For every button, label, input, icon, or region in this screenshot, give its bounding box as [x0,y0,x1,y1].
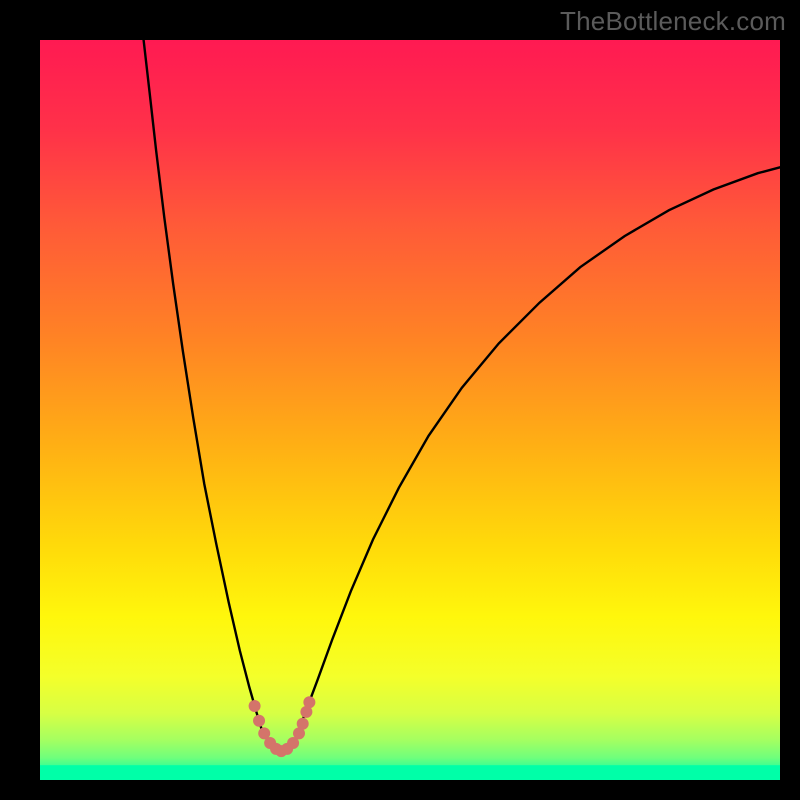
plot-svg [40,40,780,780]
optimal-dot [253,715,265,727]
optimal-dot [249,700,261,712]
watermark-text: TheBottleneck.com [560,6,786,37]
optimal-dot [297,718,309,730]
green-base-band [40,765,780,780]
chart-background-gradient [40,40,780,780]
plot-area [40,40,780,780]
stage: TheBottleneck.com [0,0,800,800]
optimal-dot [303,696,315,708]
